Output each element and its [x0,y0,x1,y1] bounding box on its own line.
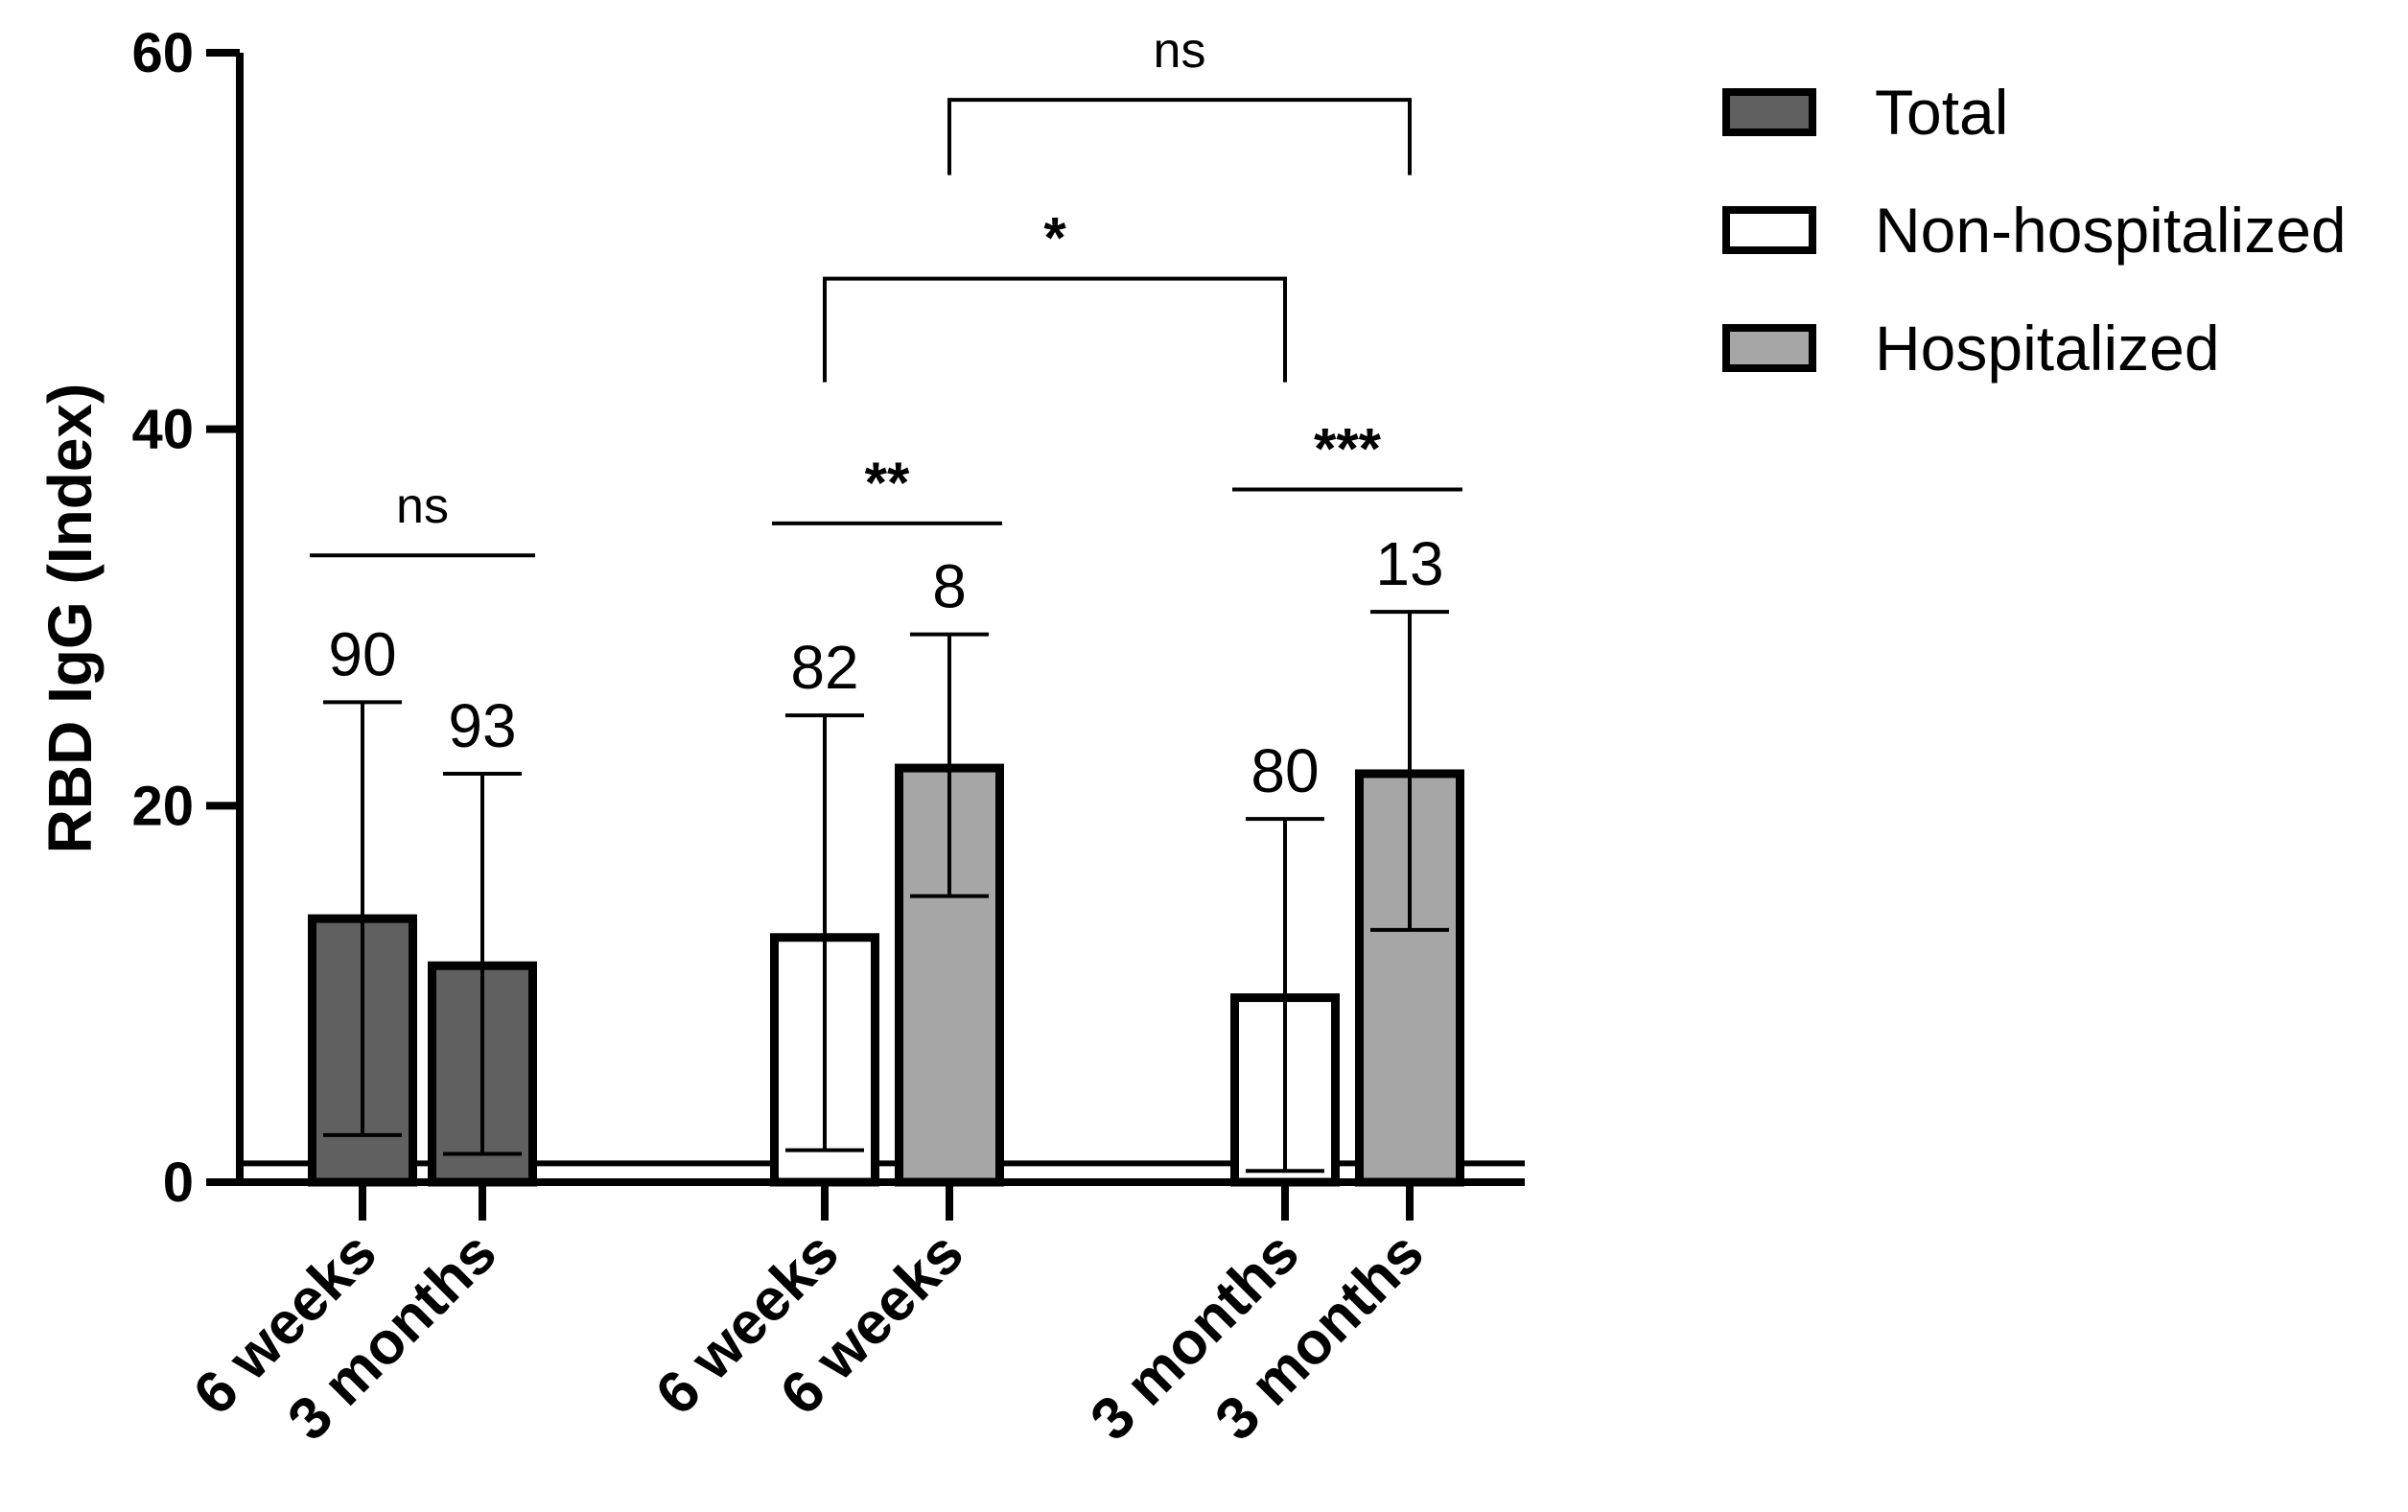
significance-label: *** [1314,416,1382,480]
sample-size-label: 13 [1375,529,1443,598]
legend-swatch-total [1722,88,1816,136]
significance-label: ns [396,478,449,534]
significance-annotations: ns ******ns [310,23,1462,558]
sample-size-label: 93 [448,691,516,760]
legend-swatch-hospitalized [1722,324,1816,372]
y-axis-title: RBD IgG (Index) [35,384,105,854]
significance-label: ** [865,451,910,515]
legend: Total Non-hospitalized Hospitalized [1722,77,2347,384]
y-tick-label: 0 [163,1151,194,1214]
legend-label: Non-hospitalized [1875,195,2347,266]
sample-size-label: 90 [328,619,396,688]
sample-size-label: 82 [790,633,858,702]
sample-size-label: 8 [932,552,967,621]
y-tick-label: 20 [131,775,194,837]
sample-size-label: 80 [1251,736,1319,805]
error-bars [323,610,1449,1174]
n-labels: 90 93 82 8 80 13 [328,529,1443,805]
legend-label: Total [1875,77,2008,148]
significance-bracket [947,98,1412,175]
y-tick-label: 40 [131,399,194,461]
bars [308,763,1464,1187]
legend-label: Hospitalized [1875,313,2220,384]
y-tick-label: 60 [131,22,194,84]
legend-swatch-non-hospitalized [1722,206,1816,254]
significance-bracket [823,276,1287,383]
significance-label: * [1043,206,1066,270]
significance-label: ns [1154,23,1206,79]
